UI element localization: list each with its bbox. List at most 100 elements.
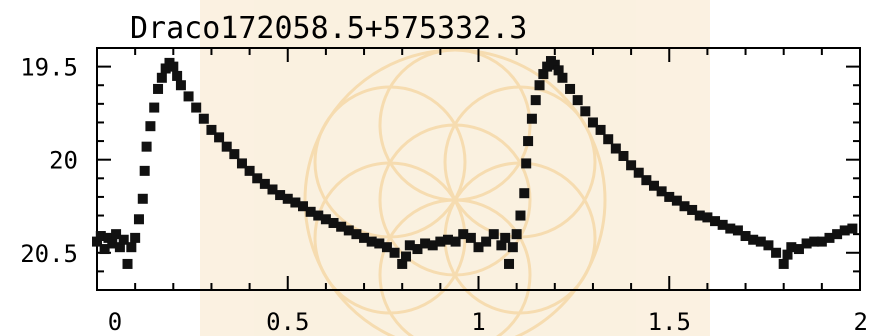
data-point bbox=[687, 204, 698, 215]
data-point bbox=[771, 247, 782, 258]
data-point bbox=[740, 231, 751, 242]
data-point bbox=[126, 242, 137, 253]
data-point bbox=[549, 59, 560, 70]
data-point bbox=[92, 236, 102, 247]
data-point bbox=[275, 190, 286, 201]
data-point bbox=[259, 178, 270, 189]
data-point bbox=[351, 229, 362, 240]
data-point bbox=[244, 165, 255, 176]
y-tick-label: 20 bbox=[49, 147, 78, 175]
data-point bbox=[401, 251, 412, 262]
data-point bbox=[694, 210, 705, 221]
data-point bbox=[214, 132, 225, 143]
data-point bbox=[328, 217, 339, 228]
data-point bbox=[290, 197, 301, 208]
data-point bbox=[519, 188, 530, 199]
data-points bbox=[92, 56, 858, 269]
data-point bbox=[710, 216, 721, 227]
data-point bbox=[488, 229, 499, 240]
data-point bbox=[412, 244, 423, 255]
data-point bbox=[191, 102, 202, 113]
data-point bbox=[153, 83, 164, 94]
data-point bbox=[511, 229, 522, 240]
data-point bbox=[252, 173, 263, 184]
data-point bbox=[755, 236, 766, 247]
data-point bbox=[839, 225, 850, 236]
data-point bbox=[381, 242, 392, 253]
data-point bbox=[824, 232, 835, 243]
data-point bbox=[404, 240, 415, 251]
data-point bbox=[534, 80, 545, 91]
y-tick-label: 20.5 bbox=[20, 240, 78, 268]
data-point bbox=[175, 80, 186, 91]
data-point bbox=[603, 134, 614, 145]
data-point bbox=[103, 232, 114, 243]
data-point bbox=[465, 232, 476, 243]
data-point bbox=[572, 95, 583, 106]
y-tick-label: 19.5 bbox=[20, 54, 78, 82]
data-point bbox=[458, 229, 469, 240]
data-point bbox=[618, 150, 629, 161]
data-point bbox=[420, 238, 431, 249]
data-point bbox=[504, 258, 515, 269]
x-tick-label: 0 bbox=[108, 308, 122, 336]
data-point bbox=[236, 158, 247, 169]
data-point bbox=[538, 69, 549, 80]
data-point bbox=[359, 232, 370, 243]
data-point bbox=[671, 195, 682, 206]
axis-ticks bbox=[96, 47, 861, 291]
data-point bbox=[298, 201, 309, 212]
data-point bbox=[107, 238, 118, 249]
data-point bbox=[149, 102, 160, 113]
chart-title: Draco172058.5+575332.3 bbox=[130, 11, 527, 46]
data-point bbox=[133, 214, 144, 225]
data-point bbox=[587, 117, 598, 128]
data-point bbox=[553, 65, 564, 76]
data-point bbox=[397, 258, 408, 269]
data-point bbox=[580, 106, 591, 117]
data-point bbox=[786, 242, 797, 253]
data-point bbox=[507, 242, 518, 253]
data-point bbox=[565, 83, 576, 94]
data-point bbox=[557, 72, 568, 83]
data-point bbox=[282, 193, 293, 204]
data-point bbox=[122, 258, 133, 269]
data-point bbox=[793, 244, 804, 255]
data-point bbox=[748, 234, 759, 245]
data-point bbox=[389, 247, 400, 258]
data-point bbox=[137, 193, 148, 204]
x-tick-labels: 0 0.5 1 1.5 2 bbox=[108, 308, 868, 336]
data-point bbox=[633, 167, 644, 178]
data-point bbox=[95, 231, 106, 242]
data-point bbox=[427, 240, 438, 251]
data-point bbox=[313, 210, 324, 221]
data-point bbox=[111, 229, 122, 240]
data-point bbox=[717, 219, 728, 230]
watermark-logo bbox=[200, 0, 710, 336]
data-point bbox=[641, 175, 652, 186]
data-point bbox=[656, 186, 667, 197]
data-point bbox=[114, 242, 125, 253]
data-point bbox=[450, 236, 461, 247]
data-point bbox=[172, 70, 183, 81]
data-point bbox=[526, 113, 537, 124]
data-point bbox=[778, 258, 789, 269]
data-point bbox=[664, 191, 675, 202]
data-point bbox=[481, 236, 492, 247]
data-point bbox=[626, 160, 637, 171]
data-point bbox=[183, 91, 194, 102]
data-point bbox=[523, 136, 534, 147]
data-point bbox=[267, 184, 278, 195]
data-point bbox=[496, 240, 507, 251]
data-point bbox=[435, 236, 446, 247]
watermark-backdrop bbox=[200, 0, 710, 336]
data-point bbox=[130, 232, 141, 243]
data-point bbox=[725, 223, 736, 234]
data-point bbox=[374, 238, 385, 249]
data-point bbox=[442, 234, 453, 245]
data-point bbox=[336, 221, 347, 232]
data-point bbox=[141, 141, 152, 152]
data-point bbox=[366, 236, 377, 247]
data-point bbox=[139, 165, 150, 176]
